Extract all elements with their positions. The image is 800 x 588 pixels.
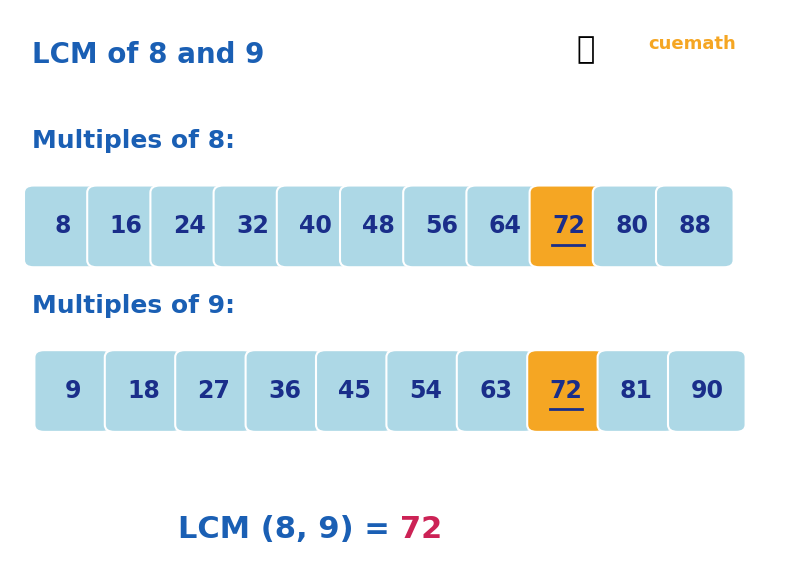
Text: 54: 54: [409, 379, 442, 403]
FancyBboxPatch shape: [214, 186, 291, 267]
Text: LCM (8, 9) =: LCM (8, 9) =: [178, 514, 400, 544]
Text: Multiples of 8:: Multiples of 8:: [32, 129, 235, 153]
Text: 27: 27: [198, 379, 230, 403]
FancyBboxPatch shape: [24, 186, 102, 267]
FancyBboxPatch shape: [593, 186, 670, 267]
Text: Multiples of 9:: Multiples of 9:: [32, 294, 235, 318]
Text: 64: 64: [489, 215, 522, 238]
Text: 72: 72: [400, 514, 442, 544]
Text: 88: 88: [678, 215, 711, 238]
Text: 45: 45: [338, 379, 371, 403]
Text: 40: 40: [299, 215, 332, 238]
Text: 56: 56: [426, 215, 458, 238]
FancyBboxPatch shape: [246, 350, 323, 432]
FancyBboxPatch shape: [340, 186, 418, 267]
Text: 24: 24: [173, 215, 206, 238]
FancyBboxPatch shape: [150, 186, 228, 267]
FancyBboxPatch shape: [175, 350, 253, 432]
Text: 48: 48: [362, 215, 395, 238]
Text: 32: 32: [236, 215, 269, 238]
Text: LCM of 8 and 9: LCM of 8 and 9: [32, 41, 264, 69]
Text: 90: 90: [690, 379, 723, 403]
Text: 63: 63: [479, 379, 512, 403]
Text: 36: 36: [268, 379, 301, 403]
Text: 9: 9: [65, 379, 82, 403]
FancyBboxPatch shape: [527, 350, 605, 432]
FancyBboxPatch shape: [598, 350, 675, 432]
Text: 81: 81: [620, 379, 653, 403]
FancyBboxPatch shape: [277, 186, 354, 267]
FancyBboxPatch shape: [656, 186, 734, 267]
Text: 8: 8: [54, 215, 71, 238]
Text: 18: 18: [127, 379, 160, 403]
Text: 72: 72: [552, 215, 585, 238]
FancyBboxPatch shape: [403, 186, 481, 267]
Text: cuemath: cuemath: [648, 35, 736, 54]
FancyBboxPatch shape: [457, 350, 534, 432]
FancyBboxPatch shape: [530, 186, 607, 267]
Text: 16: 16: [110, 215, 142, 238]
FancyBboxPatch shape: [316, 350, 394, 432]
FancyBboxPatch shape: [386, 350, 464, 432]
FancyBboxPatch shape: [466, 186, 544, 267]
Text: 🚀: 🚀: [576, 35, 594, 64]
FancyBboxPatch shape: [105, 350, 182, 432]
Text: 72: 72: [550, 379, 582, 403]
Text: 80: 80: [615, 215, 648, 238]
FancyBboxPatch shape: [668, 350, 746, 432]
FancyBboxPatch shape: [34, 350, 112, 432]
FancyBboxPatch shape: [87, 186, 165, 267]
